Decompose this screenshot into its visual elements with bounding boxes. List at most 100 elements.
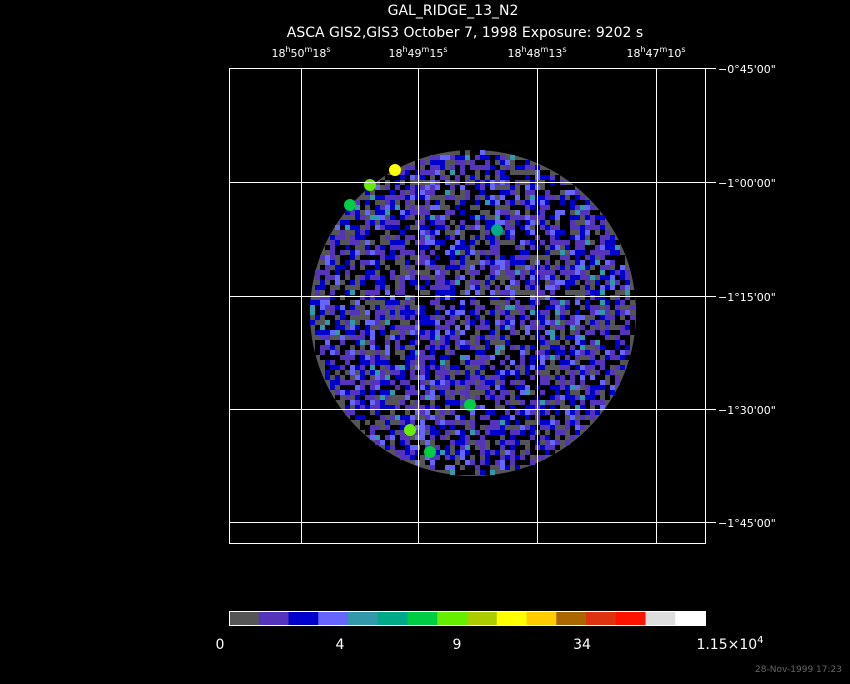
pixel (600, 365, 605, 370)
pixel (440, 435, 445, 440)
pixel (520, 435, 525, 440)
pixel (380, 315, 385, 320)
pixel (580, 335, 585, 340)
pixel (540, 215, 545, 220)
pixel (345, 400, 350, 405)
pixel (555, 225, 560, 230)
pixel (455, 305, 460, 310)
pixel (500, 375, 505, 380)
pixel (400, 415, 405, 420)
pixel (570, 405, 575, 410)
pixel (480, 185, 485, 190)
pixel (575, 335, 580, 340)
pixel (420, 210, 425, 215)
pixel (315, 340, 320, 345)
pixel (450, 345, 455, 350)
pixel (370, 360, 375, 365)
pixel (465, 390, 470, 395)
pixel (525, 205, 530, 210)
pixel (520, 410, 525, 415)
pixel (565, 355, 570, 360)
bright-spot (491, 224, 503, 236)
pixel (505, 270, 510, 275)
pixel (465, 440, 470, 445)
pixel (590, 215, 595, 220)
pixel (520, 315, 525, 320)
pixel (315, 330, 320, 335)
pixel (460, 440, 465, 445)
pixel (410, 285, 415, 290)
pixel (455, 430, 460, 435)
pixel (510, 300, 515, 305)
pixel (510, 245, 515, 250)
pixel (460, 300, 465, 305)
pixel (375, 345, 380, 350)
pixel (565, 305, 570, 310)
pixel (400, 280, 405, 285)
pixel (435, 220, 440, 225)
pixel (355, 405, 360, 410)
colorbar-swatch (377, 611, 408, 625)
pixel (465, 360, 470, 365)
pixel (375, 285, 380, 290)
pixel (525, 165, 530, 170)
pixel (605, 335, 610, 340)
pixel (505, 160, 510, 165)
pixel (570, 275, 575, 280)
pixel (540, 265, 545, 270)
pixel (335, 280, 340, 285)
pixel (390, 240, 395, 245)
pixel (455, 280, 460, 285)
colorbar-label: 0 (216, 637, 225, 653)
pixel (620, 365, 625, 370)
pixel (460, 450, 465, 455)
pixel (595, 325, 600, 330)
pixel (520, 300, 525, 305)
pixel (580, 415, 585, 420)
pixel (545, 210, 550, 215)
pixel (340, 325, 345, 330)
pixel (465, 455, 470, 460)
pixel (470, 410, 475, 415)
pixel (465, 395, 470, 400)
pixel (435, 210, 440, 215)
pixel (600, 380, 605, 385)
pixel (530, 450, 535, 455)
pixel (600, 300, 605, 305)
pixel (345, 330, 350, 335)
pixel (410, 395, 415, 400)
pixel (365, 290, 370, 295)
pixel (400, 315, 405, 320)
pixel (525, 310, 530, 315)
pixel (485, 185, 490, 190)
pixel (445, 425, 450, 430)
pixel (545, 225, 550, 230)
pixel (580, 270, 585, 275)
pixel (560, 300, 565, 305)
pixel (475, 460, 480, 465)
pixel (360, 365, 365, 370)
pixel (610, 260, 615, 265)
pixel (560, 230, 565, 235)
pixel (390, 275, 395, 280)
pixel (575, 410, 580, 415)
pixel (325, 370, 330, 375)
pixel (455, 300, 460, 305)
pixel (435, 360, 440, 365)
pixel (555, 405, 560, 410)
pixel (500, 220, 505, 225)
pixel (360, 320, 365, 325)
pixel (595, 280, 600, 285)
pixel (375, 215, 380, 220)
pixel (560, 370, 565, 375)
pixel (555, 375, 560, 380)
pixel (505, 290, 510, 295)
pixel (510, 355, 515, 360)
pixel (505, 315, 510, 320)
pixel (575, 295, 580, 300)
pixel (450, 335, 455, 340)
pixel (460, 225, 465, 230)
pixel (515, 340, 520, 345)
pixel (435, 290, 440, 295)
pixel (490, 415, 495, 420)
